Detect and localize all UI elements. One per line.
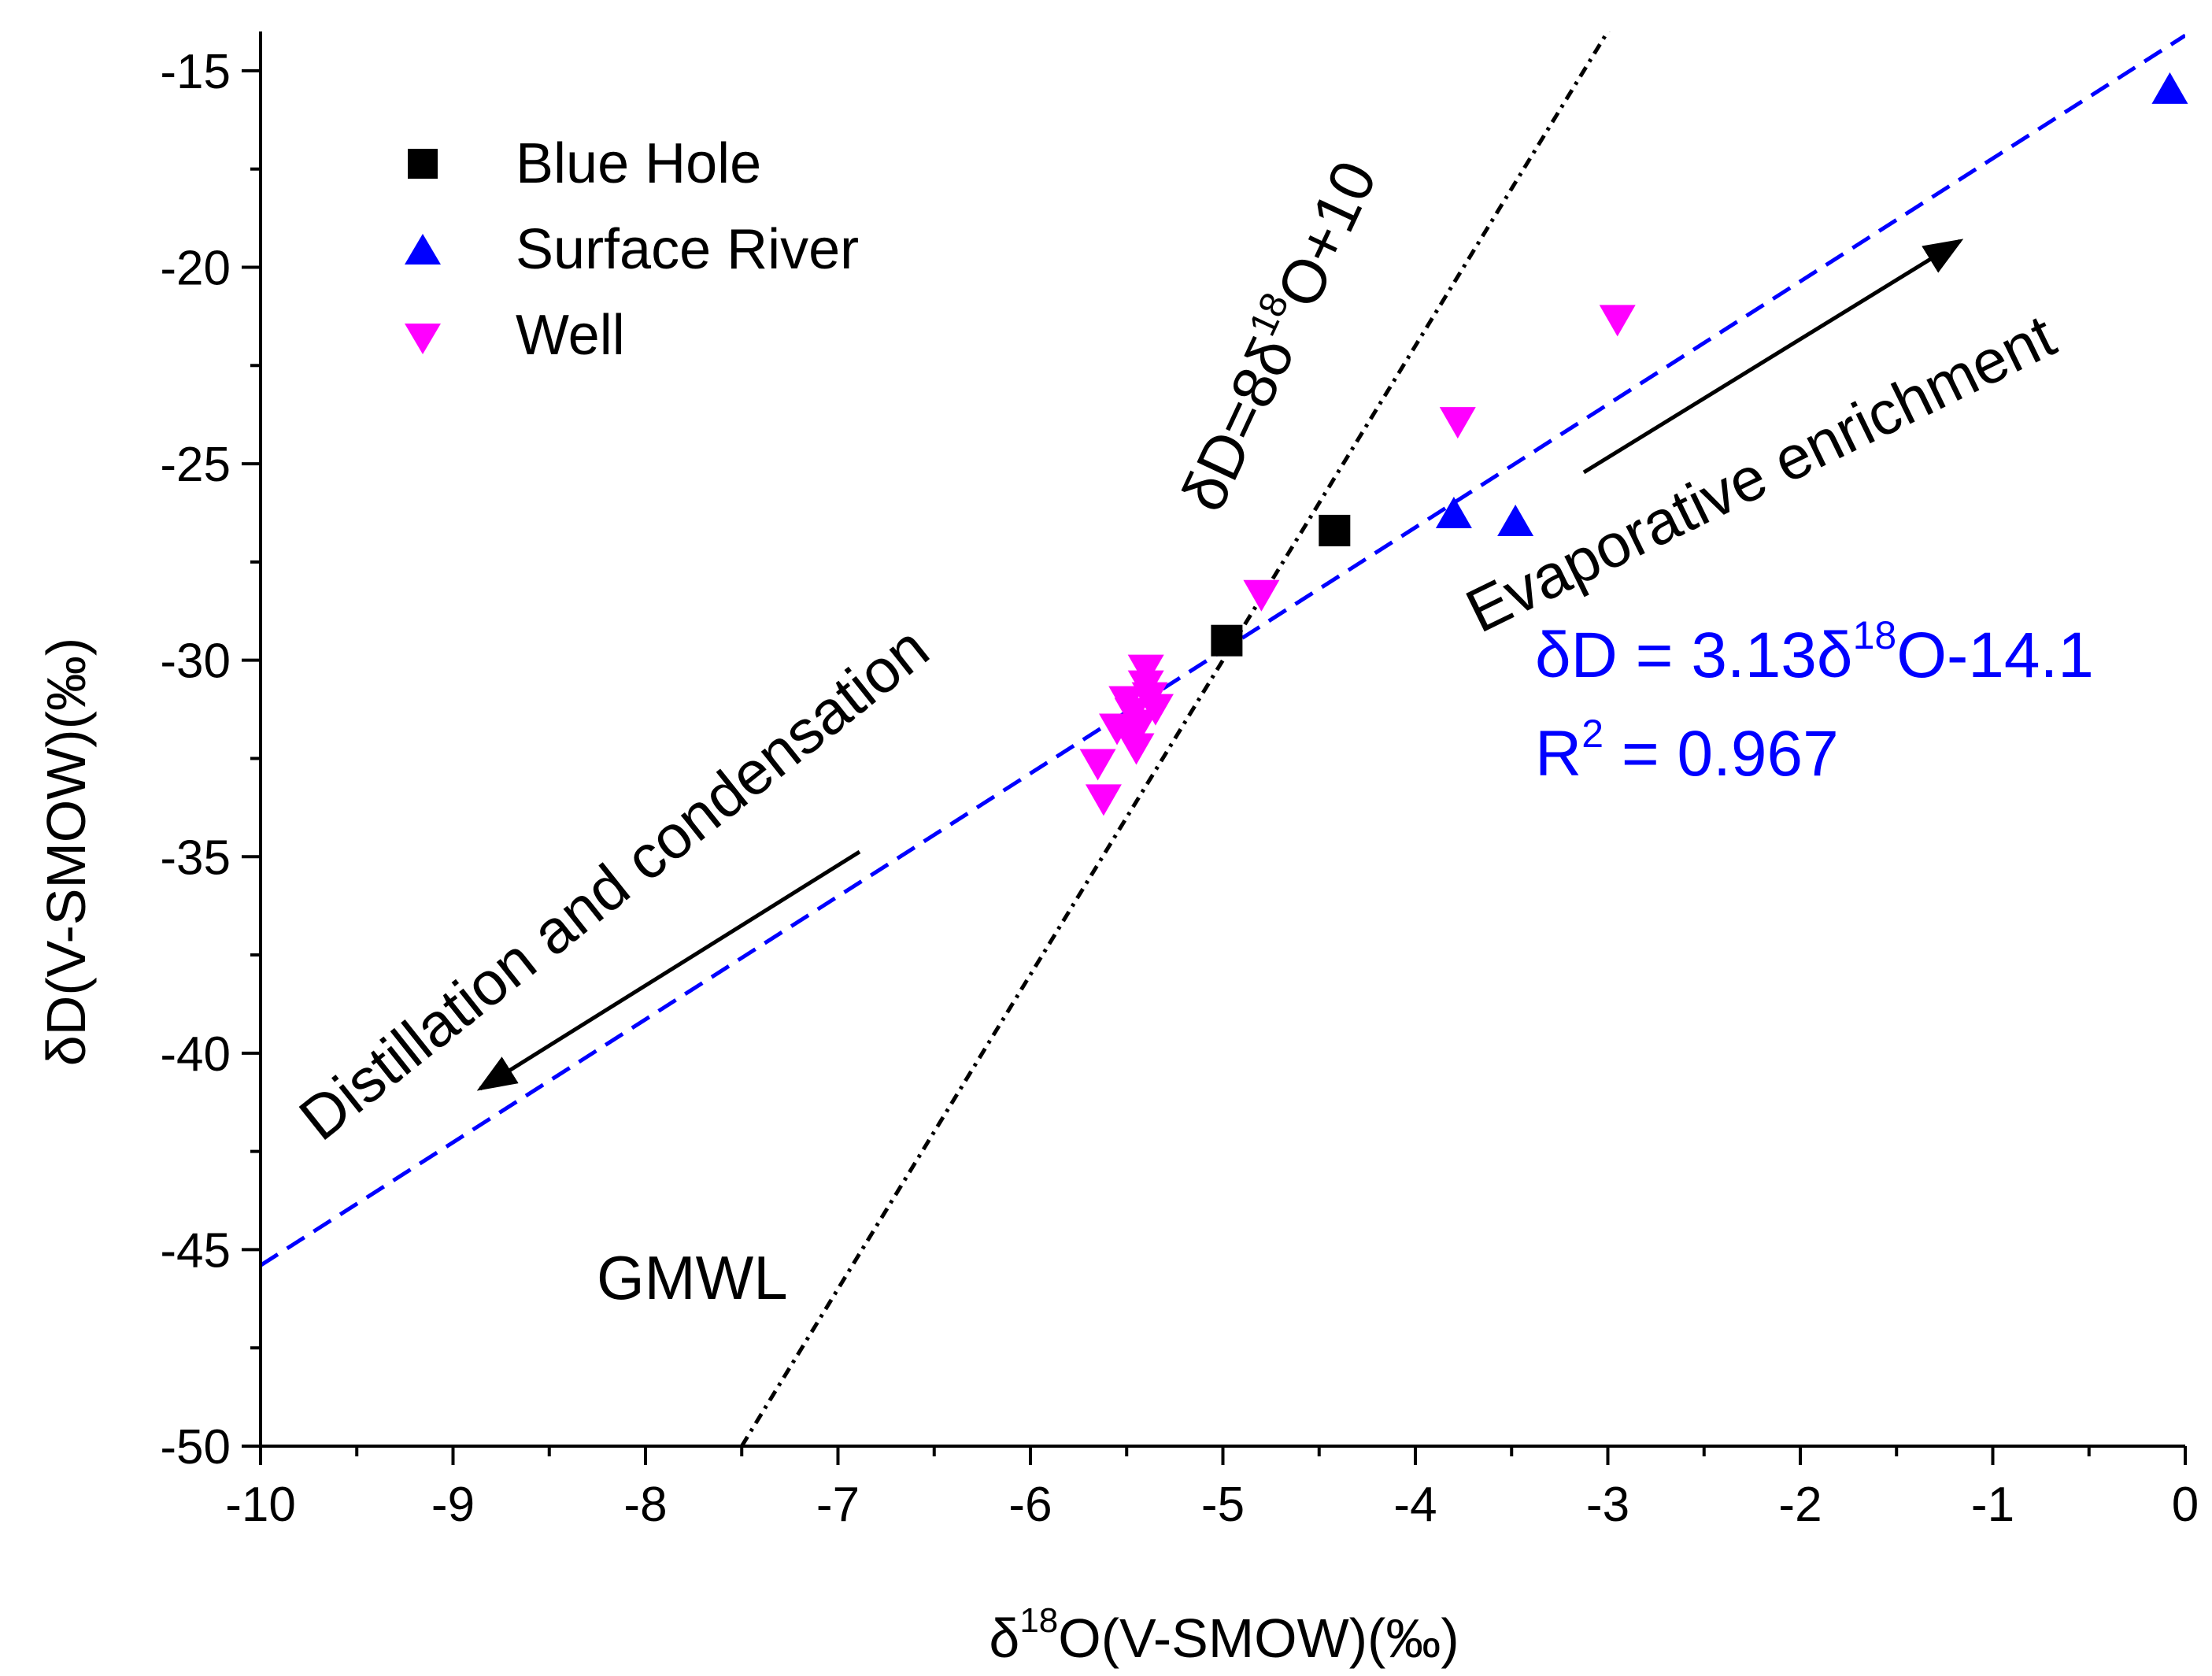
well-point [1243, 579, 1280, 612]
x-tick-label: -2 [1778, 1478, 1822, 1532]
fit-equation: δD = 3.13δ18O-14.1 [1535, 613, 2094, 691]
y-tick-label: -35 [160, 831, 231, 885]
blue-hole-point [1319, 514, 1351, 546]
legend-item-surface-river: Surface River [405, 218, 859, 281]
legend-label-blue-hole: Blue Hole [516, 132, 761, 195]
r-squared-label: R2 = 0.967 [1535, 712, 1839, 790]
x-tick-label: -8 [623, 1478, 667, 1532]
evaporation-arrow [1582, 239, 1964, 475]
gmwl-label: GMWL [597, 1243, 788, 1312]
x-tick-label: -9 [431, 1478, 475, 1532]
triangle-up-marker-icon [405, 234, 441, 265]
y-axis-title: δD(V-SMOW)(‰) [35, 638, 97, 1066]
well-point [1118, 733, 1155, 765]
x-tick-label: -5 [1201, 1478, 1245, 1532]
y-tick-label: -20 [160, 242, 231, 296]
well-point [1099, 713, 1136, 746]
well-point [1599, 305, 1636, 337]
y-tick-label: -25 [160, 438, 231, 492]
legend-item-blue-hole: Blue Hole [408, 132, 761, 195]
x-axis-title: δ18O(V-SMOW)(‰) [989, 1601, 1459, 1669]
y-tick-label: -15 [160, 45, 231, 99]
regression-lines [261, 31, 2185, 1446]
evaporative-enrichment-label: Evaporative enrichment [1456, 301, 2066, 646]
well-point [1085, 784, 1122, 816]
legend: Blue Hole Surface River Well [405, 132, 859, 367]
distillation-condensation-label: Distillation and condensation [287, 612, 941, 1153]
surface-river-point [2151, 72, 2188, 104]
x-tick-label: -1 [1971, 1478, 2014, 1532]
x-tick-label: -6 [1008, 1478, 1052, 1532]
triangle-down-marker-icon [405, 324, 441, 354]
well-point [1439, 407, 1476, 439]
y-tick-label: -30 [160, 635, 231, 689]
x-tick-label: -3 [1586, 1478, 1629, 1532]
surface-river-point [1497, 504, 1534, 536]
y-tick-label: -40 [160, 1027, 231, 1082]
square-marker-icon [408, 149, 438, 179]
distillation-arrow [476, 849, 861, 1091]
legend-label-well: Well [516, 304, 625, 367]
x-tick-label: -4 [1393, 1478, 1437, 1532]
x-tick-label: -7 [816, 1478, 860, 1532]
legend-item-well: Well [405, 304, 625, 367]
gmwl-line [740, 31, 1611, 1446]
data-points [1079, 72, 2188, 816]
axis-ticks: -10 -9 -8 -7 -6 -5 -4 -3 -2 -1 0-50-45-40-35-30-25… [160, 45, 2199, 1532]
x-tick-label: 0 [2172, 1478, 2199, 1532]
surface-river-point [1435, 496, 1472, 528]
gmwl-equation: δD=8δ18O+10 [1164, 149, 1390, 521]
blue-hole-point [1211, 624, 1243, 657]
y-tick-label: -50 [160, 1420, 231, 1474]
well-point [1079, 749, 1116, 781]
y-tick-label: -45 [160, 1223, 231, 1278]
legend-label-surface-river: Surface River [516, 218, 859, 281]
x-tick-label: -10 [225, 1478, 296, 1532]
